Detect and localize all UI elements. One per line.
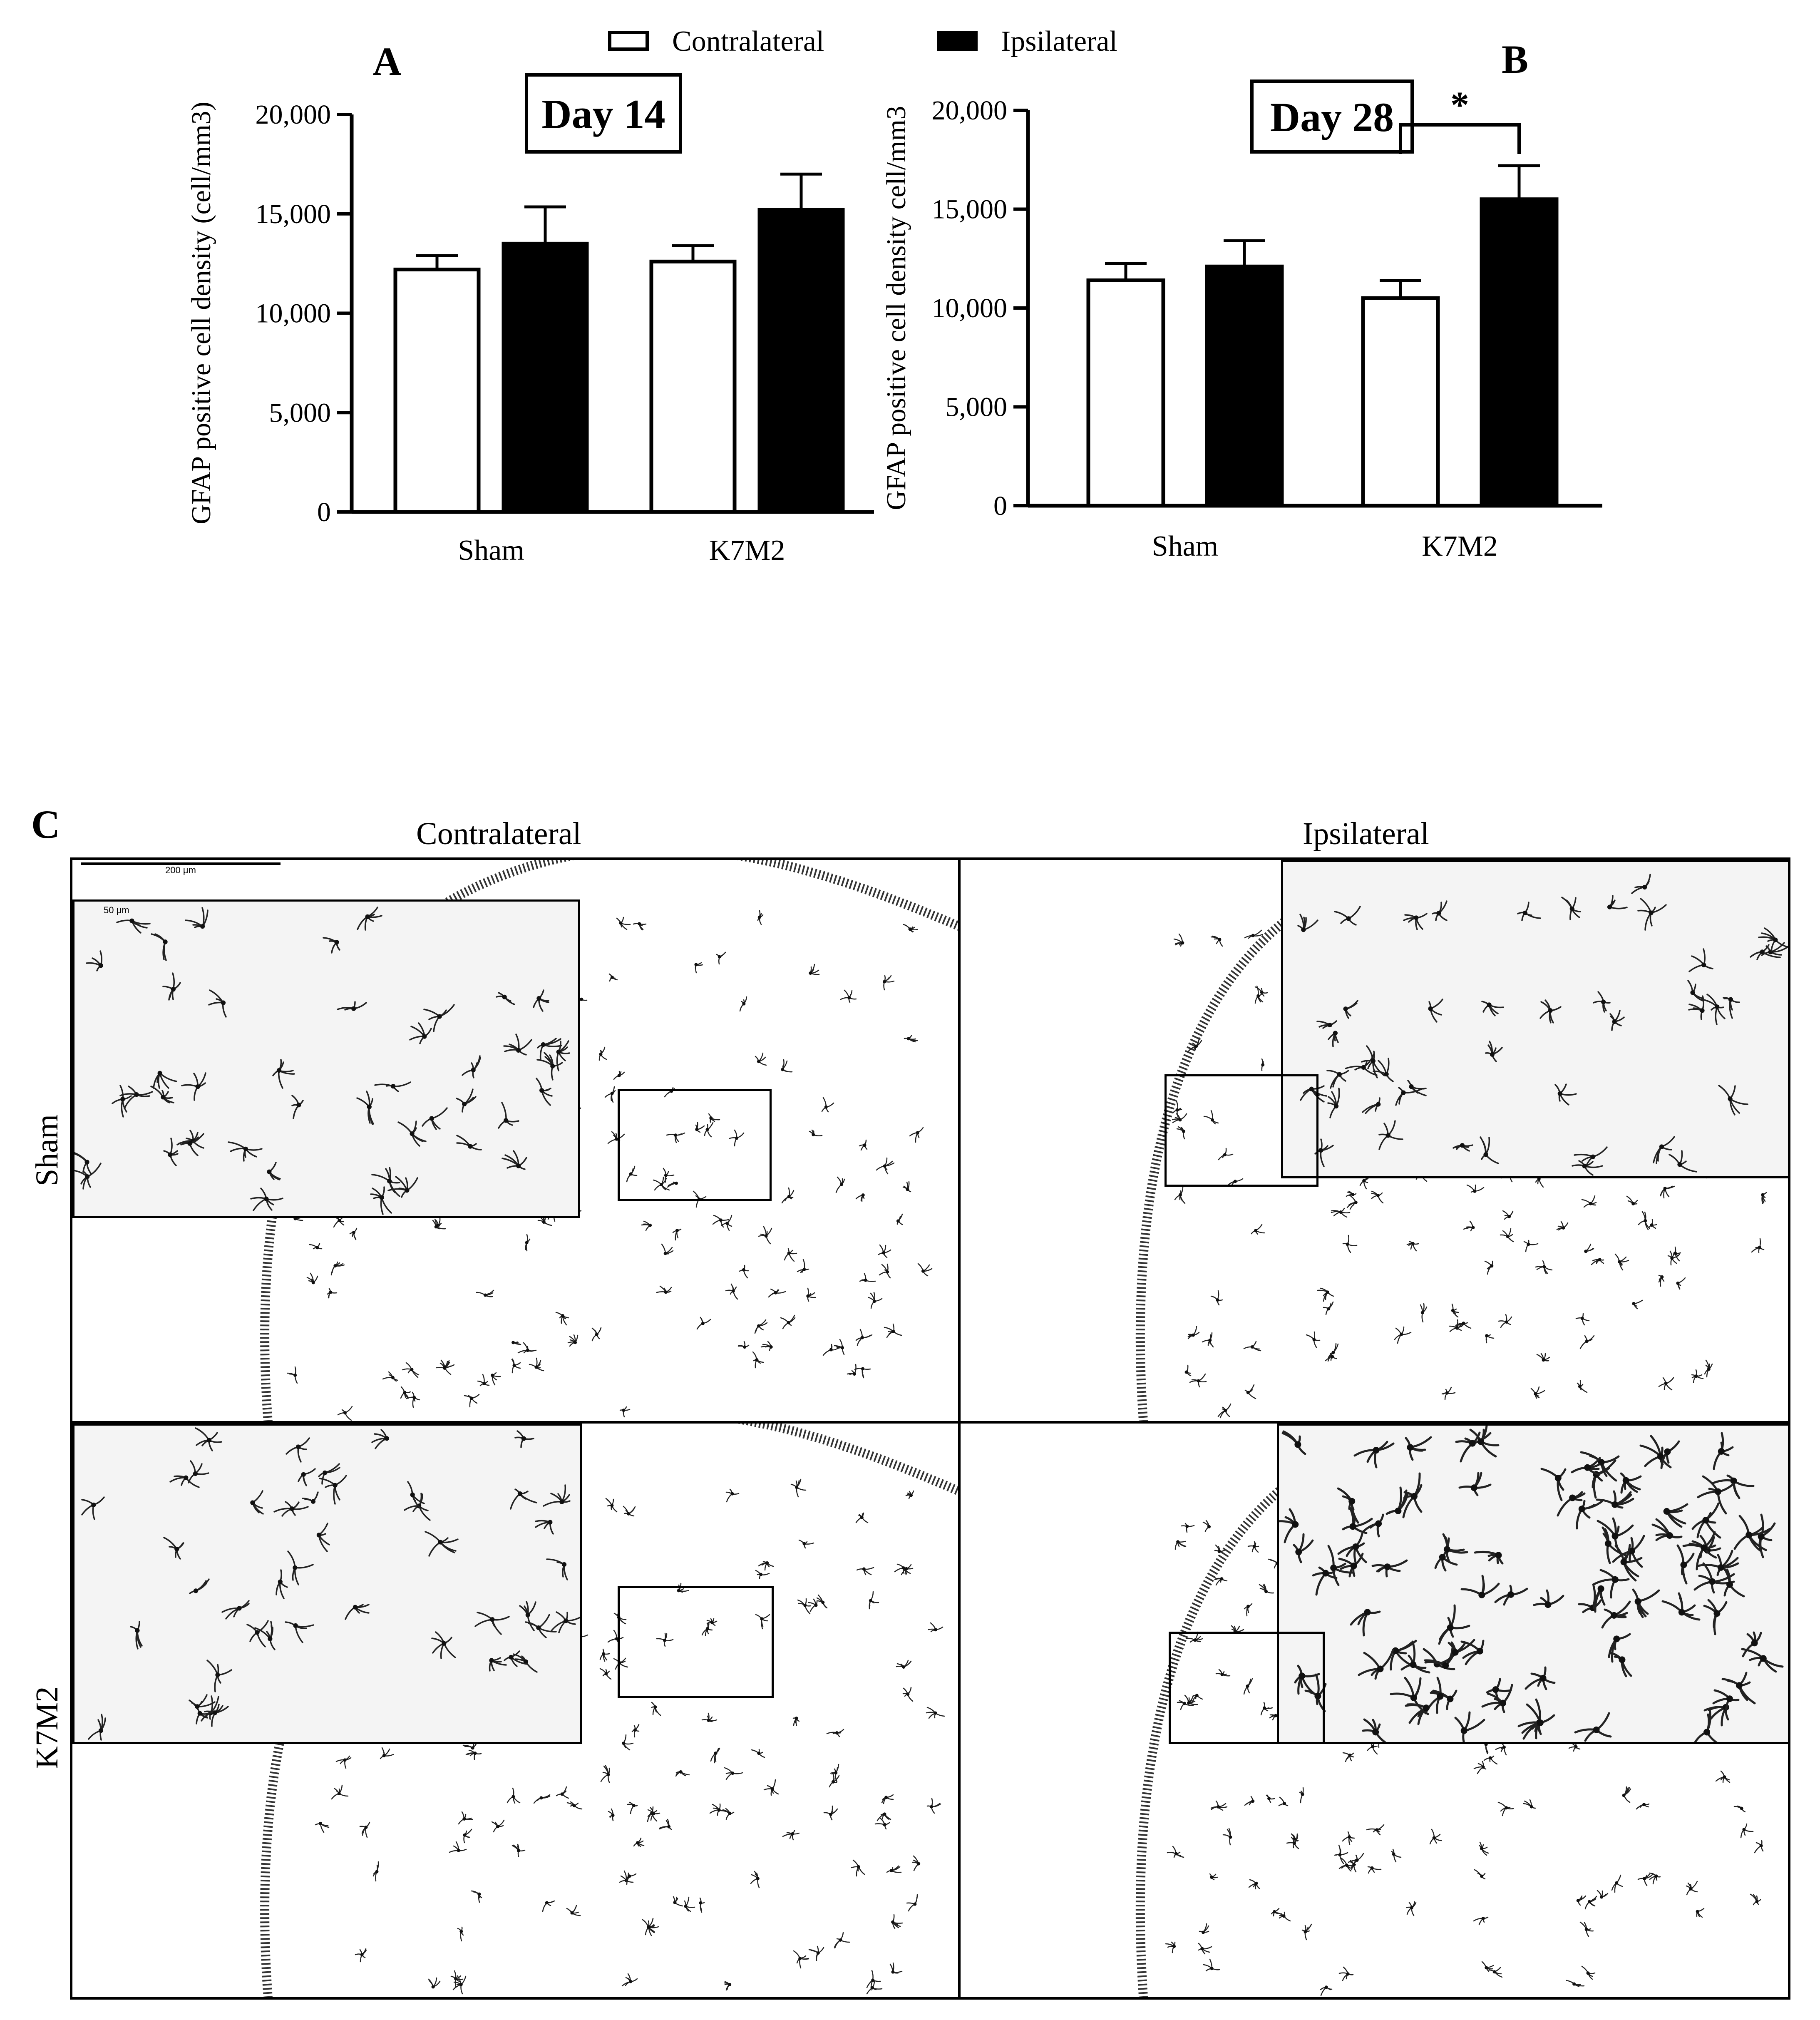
- region-of-interest-box: [618, 1586, 774, 1698]
- bar-k7m2-contralateral: [1361, 296, 1440, 508]
- y-tick-label: 5,000: [269, 398, 331, 428]
- y-tick-label: 20,000: [932, 95, 1008, 126]
- legend-ipsilateral-label: Ipsilateral: [1001, 25, 1117, 57]
- legend-contralateral-label: Contralateral: [672, 25, 824, 57]
- micrograph-k7m2-contralateral: [70, 1421, 961, 2000]
- chart-title: Day 14: [541, 91, 665, 137]
- bar-sham-ipsilateral: [1205, 264, 1284, 508]
- micrograph-sham-ipsilateral: [958, 857, 1790, 1424]
- astrocyte-cells: [81, 1427, 580, 1741]
- y-tick-label: 10,000: [256, 298, 331, 329]
- column-label-contralateral: Contralateral: [416, 816, 581, 851]
- micrograph-k7m2-ipsilateral: [958, 1421, 1790, 2000]
- y-tick-label: 5,000: [946, 392, 1008, 422]
- bar-sham-contralateral: [393, 267, 481, 514]
- inset-magnified: [72, 1424, 582, 1744]
- significance-bracket: [1399, 123, 1521, 154]
- bar-k7m2-ipsilateral: [1480, 197, 1559, 508]
- x-tick-label: K7M2: [709, 534, 785, 566]
- region-of-interest-box: [1165, 1074, 1318, 1187]
- astrocyte-cells: [74, 907, 570, 1215]
- panel-letter: A: [372, 39, 401, 84]
- chart-title-box: [1250, 80, 1414, 154]
- inset-scale-bar: 50 μm: [104, 905, 129, 915]
- inset-magnified: 50 μm: [72, 899, 580, 1218]
- y-tick-label: 0: [317, 497, 331, 527]
- x-tick-label: Sham: [458, 534, 524, 566]
- row-label-k7m2: K7M2: [30, 1686, 65, 1769]
- row-label-sham: Sham: [30, 1114, 65, 1186]
- y-axis-label: GFAP positive cell density (cell/mm3): [186, 102, 216, 524]
- inset-magnified: [1281, 860, 1788, 1178]
- micrograph-sham-contralateral: 200 μm 50 μm: [70, 857, 961, 1424]
- region-of-interest-box: [618, 1089, 772, 1201]
- bar-k7m2-contralateral: [649, 259, 737, 514]
- inset-magnified: [1277, 1424, 1788, 1744]
- y-tick-label: 20,000: [256, 99, 331, 130]
- bar-sham-contralateral: [1086, 278, 1165, 508]
- y-axis-label: GFAP positive cell density cell/mm3: [881, 106, 911, 510]
- significance-marker: *: [1450, 84, 1469, 126]
- y-tick-label: 0: [993, 491, 1007, 521]
- bar-k7m2-ipsilateral: [757, 208, 845, 514]
- x-tick-label: K7M2: [1422, 530, 1498, 562]
- astrocyte-cells: [1297, 874, 1788, 1176]
- y-tick-label: 15,000: [256, 199, 331, 229]
- panel-letter-c: C: [31, 802, 60, 847]
- legend-contralateral-swatch: [608, 31, 649, 51]
- panel-letter: B: [1502, 37, 1528, 82]
- bar-sham-ipsilateral: [502, 241, 589, 514]
- chart-title-box: [525, 73, 682, 154]
- bar-charts: A Day 14 0 5,000 10,000 15,000 20,000 GFAP posi…: [186, 25, 1602, 566]
- y-tick-label: 15,000: [932, 194, 1008, 225]
- region-of-interest-box: [1169, 1632, 1325, 1744]
- y-tick-label: 10,000: [932, 293, 1008, 323]
- x-tick-label: Sham: [1152, 530, 1218, 562]
- legend-ipsilateral-swatch: [937, 31, 978, 51]
- column-label-ipsilateral: Ipsilateral: [1303, 816, 1429, 851]
- chart-title: Day 28: [1270, 94, 1394, 140]
- astrocyte-cells: [1279, 1426, 1784, 1742]
- scale-bar: 200 μm: [81, 862, 281, 876]
